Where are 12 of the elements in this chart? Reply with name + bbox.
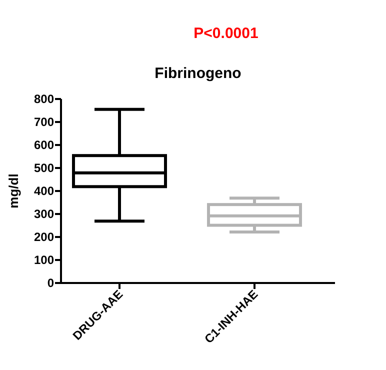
y-tick-label: 800 — [34, 92, 54, 106]
y-tick-label: 300 — [34, 207, 54, 222]
text: P<0.0001 — [194, 25, 258, 42]
y-axis-title: mg/dl — [6, 174, 21, 208]
y-tick-label: 200 — [34, 230, 54, 244]
y-tick-label: 600 — [34, 138, 54, 152]
y-tick-label: 400 — [34, 184, 54, 198]
y-tick-label: 500 — [34, 161, 54, 176]
chart-title: Fibrinogeno — [154, 65, 242, 82]
y-tick-label: 700 — [34, 115, 54, 130]
y-tick-label: 0 — [47, 276, 54, 290]
y-tick-label: 100 — [34, 253, 54, 268]
